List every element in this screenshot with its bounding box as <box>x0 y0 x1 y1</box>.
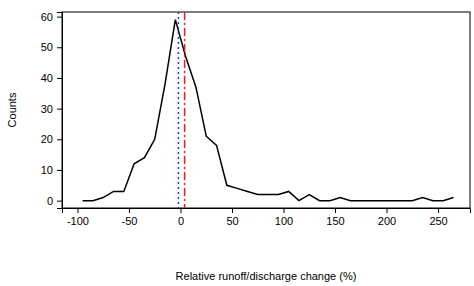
x-tick-label: -100 <box>67 215 89 227</box>
y-tick: 10 <box>41 164 62 176</box>
y-tick-label: 0 <box>47 195 53 207</box>
y-tick-mark <box>57 109 62 110</box>
y-tick-mark <box>57 47 62 48</box>
y-tick: 40 <box>41 72 62 84</box>
x-tick-label: 250 <box>429 215 447 227</box>
x-axis: -100 -50 0 50 100 150 200 250 <box>63 208 471 227</box>
x-tick: -50 <box>122 208 138 227</box>
y-tick-mark <box>57 170 62 171</box>
x-axis-line <box>63 209 471 214</box>
x-tick-label: -50 <box>122 215 138 227</box>
x-tick: -100 <box>67 208 89 227</box>
x-tick-mark <box>77 208 78 213</box>
x-tick-label: 100 <box>275 215 293 227</box>
count-line <box>83 20 454 201</box>
y-axis: 0 10 20 30 40 50 60 <box>41 11 63 209</box>
y-tick-mark <box>57 201 62 202</box>
x-tick: 0 <box>178 208 184 227</box>
x-tick-mark <box>284 208 285 213</box>
y-tick: 30 <box>41 103 62 115</box>
reference-line <box>178 12 180 208</box>
y-tick: 0 <box>47 195 62 207</box>
y-axis-title: Counts <box>6 92 18 127</box>
x-tick-mark <box>129 208 130 213</box>
x-tick: 50 <box>226 208 238 227</box>
x-tick-mark <box>438 208 439 213</box>
y-tick-label: 40 <box>41 72 53 84</box>
y-tick-label: 10 <box>41 164 53 176</box>
y-tick: 20 <box>41 133 62 145</box>
x-tick-label: 50 <box>226 215 238 227</box>
x-tick-label: 0 <box>178 215 184 227</box>
x-tick-label: 150 <box>326 215 344 227</box>
x-axis-title: Relative runoff/discharge change (%) <box>176 270 357 282</box>
plot-area <box>83 12 454 208</box>
x-tick: 250 <box>429 208 447 227</box>
x-tick-label: 200 <box>378 215 396 227</box>
y-tick-mark <box>57 139 62 140</box>
y-tick-mark <box>57 78 62 79</box>
y-tick-label: 20 <box>41 133 53 145</box>
x-tick-mark <box>387 208 388 213</box>
y-tick: 50 <box>41 41 62 53</box>
y-tick: 60 <box>41 11 62 23</box>
x-tick-mark <box>232 208 233 213</box>
y-axis-line <box>57 13 63 209</box>
x-tick-mark <box>335 208 336 213</box>
chart: -100 -50 0 50 100 150 200 250 0 10 20 30 40 50 60 Relat… <box>0 0 474 286</box>
y-tick-label: 60 <box>41 11 53 23</box>
y-tick-label: 50 <box>41 41 53 53</box>
y-tick-mark <box>57 17 62 18</box>
plot-frame <box>62 12 470 208</box>
x-tick-mark <box>180 208 181 213</box>
x-tick: 100 <box>275 208 293 227</box>
reference-line <box>184 12 186 208</box>
x-tick: 200 <box>378 208 396 227</box>
y-tick-label: 30 <box>41 103 53 115</box>
x-tick: 150 <box>326 208 344 227</box>
